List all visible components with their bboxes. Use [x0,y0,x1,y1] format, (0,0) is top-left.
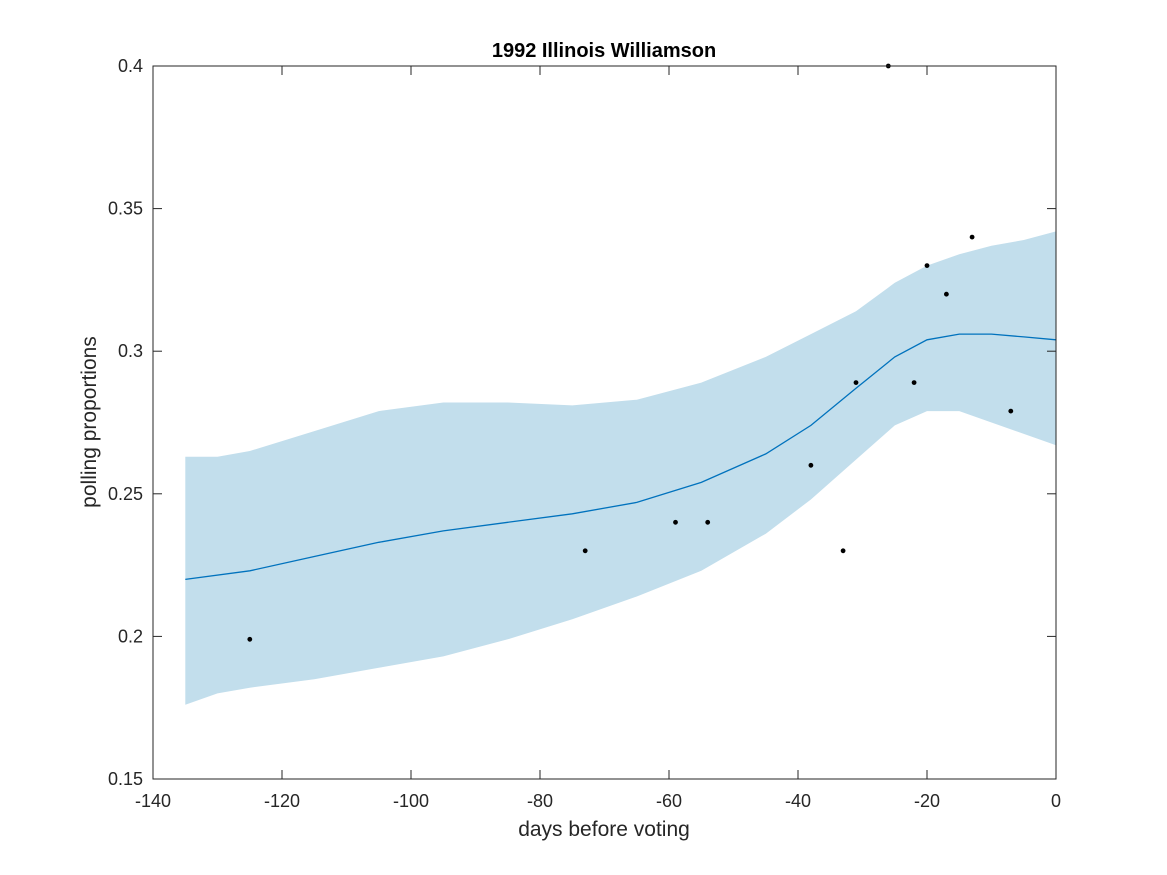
x-tick-label: -140 [135,791,171,811]
y-tick-label: 0.15 [108,769,143,789]
poll-point [944,291,949,297]
trend-line [185,333,1057,581]
axes: -140 -120 -100 -80 -60 -40 -20 0 0.15 0.2 0.25 0.3 0… [108,56,1061,811]
y-axis-label: polling proportions [78,336,101,508]
x-tick-label: -120 [264,791,300,811]
poll-point [1008,408,1014,414]
x-tick-label: -40 [785,791,811,811]
poll-point [673,519,678,525]
y-tick-label: 0.4 [118,56,143,76]
y-tick-label: 0.2 [118,626,143,646]
poll-point [582,548,588,554]
chart-title: 1992 Illinois Williamson [492,40,716,62]
x-tick-label: 0 [1051,791,1061,811]
axes-box [152,65,1057,780]
x-tick-label: -100 [393,791,429,811]
plot-area [185,63,1057,705]
poll-point [911,380,917,385]
poll-point [924,263,930,268]
poll-point [969,234,975,240]
y-tick-label: 0.35 [108,199,143,219]
poll-point [808,462,814,468]
x-tick-label: -80 [527,791,553,811]
poll-point [705,519,711,525]
x-tick-label: -60 [656,791,682,811]
poll-point [247,636,253,642]
y-tick-label: 0.3 [118,341,143,361]
x-axis-label: days before voting [518,818,690,841]
y-tick-label: 0.25 [108,484,143,504]
confidence-band [185,231,1057,705]
x-tick-label: -20 [914,791,940,811]
poll-point [840,548,846,554]
poll-point [853,380,859,385]
